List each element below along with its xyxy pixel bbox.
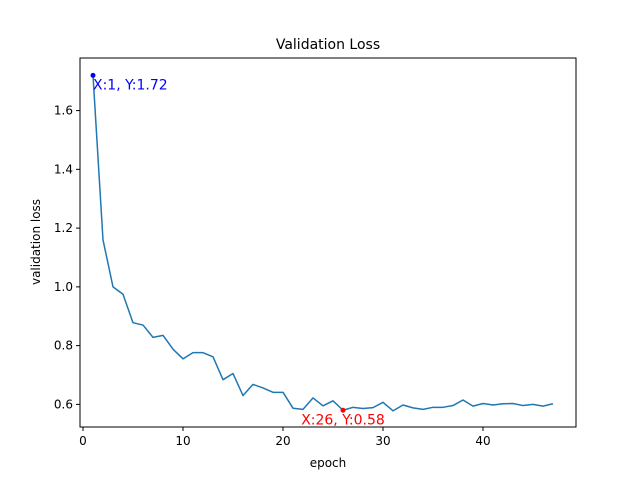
annotation-layer: X:1, Y:1.72 X:26, Y:0.58	[90, 72, 385, 428]
series-line	[92, 75, 554, 412]
y-tick-label: 0.8	[54, 339, 73, 353]
x-tick-label: 30	[375, 434, 390, 448]
y-tick-label: 1.4	[54, 162, 73, 176]
chart-title: Validation Loss	[276, 37, 380, 53]
x-tick-label: 40	[475, 434, 490, 448]
y-tick-label: 1.2	[54, 221, 73, 235]
y-tick-label: 1.6	[54, 104, 73, 118]
x-tick-label: 10	[175, 434, 190, 448]
y-tick-label: 1.0	[54, 280, 73, 294]
x-axis-label: epoch	[310, 456, 347, 470]
x-tick-label: 0	[79, 434, 87, 448]
y-axis-label: validation loss	[29, 199, 43, 285]
series-layer	[92, 75, 554, 412]
annotation-marker	[340, 407, 346, 413]
x-tick-label: 20	[275, 434, 290, 448]
annotation-marker	[90, 72, 96, 78]
plot-area	[79, 57, 577, 428]
annotation-label: X:26, Y:0.58	[301, 412, 385, 428]
y-tick-label: 0.6	[54, 397, 73, 411]
x-axis: 0 10 20 30 40	[79, 427, 491, 448]
annotation-label: X:1, Y:1.72	[93, 77, 168, 93]
y-axis: 0.6 0.8 1.0 1.2 1.4 1.6	[54, 104, 80, 411]
